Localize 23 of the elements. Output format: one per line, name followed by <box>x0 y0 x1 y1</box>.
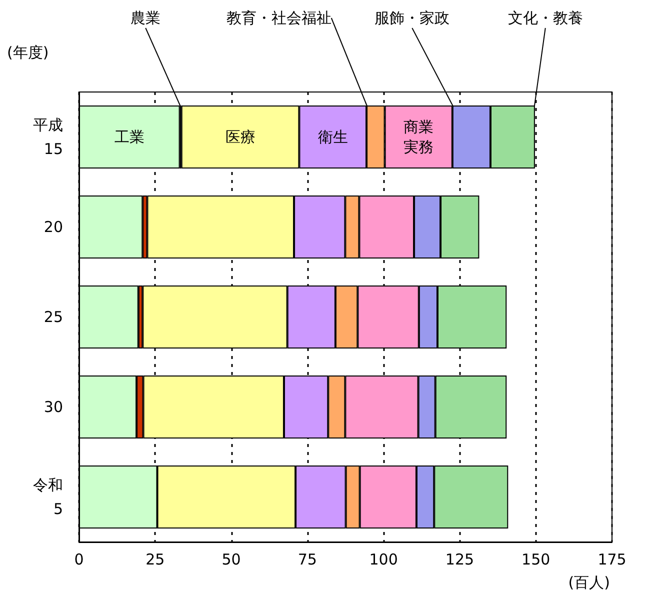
text: 文化・教養 <box>508 9 583 27</box>
x-tick-label: 175 <box>598 550 626 568</box>
y-tick-label: 25 <box>44 308 63 326</box>
series-label: 衛生 <box>318 128 348 146</box>
series-label: 医療 <box>225 128 256 146</box>
text: 農業 <box>130 9 161 27</box>
x-tick-label: 75 <box>298 550 317 568</box>
x-tick-label: 100 <box>369 550 398 568</box>
x-tick-label: 125 <box>445 550 474 568</box>
y-tick-label: 令和 5 <box>33 476 63 518</box>
x-axis-title: (百人) <box>568 574 610 592</box>
y-axis-title: (年度) <box>7 44 49 62</box>
series-label: 工業 <box>114 128 144 146</box>
series-label: 商業実務 <box>404 118 434 156</box>
x-tick-label: 50 <box>222 550 241 568</box>
text: 服飾・家政 <box>374 9 450 27</box>
x-tick-label: 150 <box>522 550 550 568</box>
y-tick-label: 20 <box>44 218 63 236</box>
y-tick-label: 平成 15 <box>33 116 63 158</box>
x-tick-label: 0 <box>74 550 84 568</box>
text: 教育・社会福祉 <box>226 9 332 27</box>
x-tick-label: 25 <box>146 550 165 568</box>
y-tick-label: 30 <box>44 398 63 416</box>
